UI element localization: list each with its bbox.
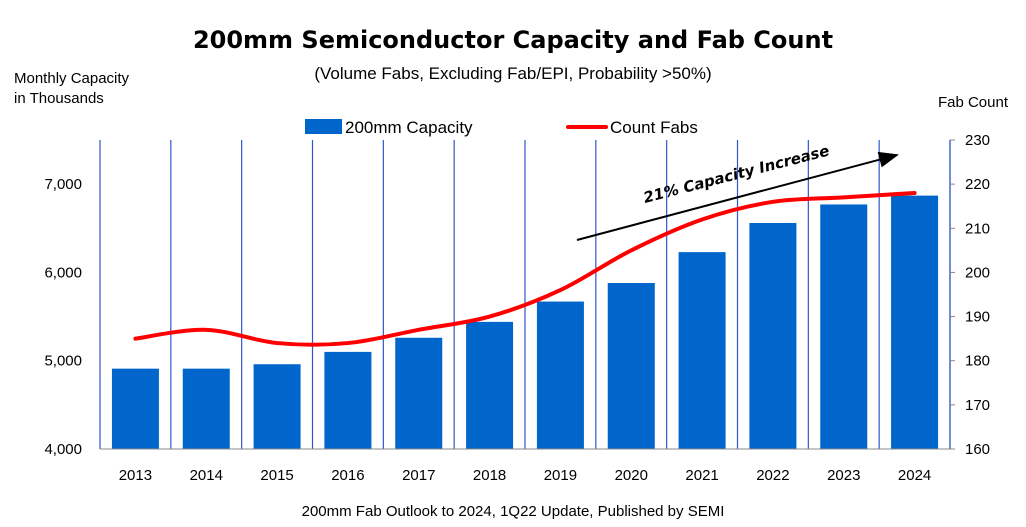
bar-2019 [536, 301, 584, 449]
x-tick-label: 2013 [119, 467, 152, 484]
y-tick-label-right: 220 [965, 176, 990, 193]
bar-series [111, 195, 939, 449]
bar-2013 [111, 368, 159, 449]
x-tick-label: 2016 [331, 467, 364, 484]
bar-2016 [324, 351, 372, 449]
legend-label-fabs: Count Fabs [610, 118, 698, 137]
x-tick-label: 2015 [260, 467, 293, 484]
x-tick-label: 2017 [402, 467, 435, 484]
y-tick-label-right: 180 [965, 353, 990, 370]
y-axis-right-label: Fab Count [937, 94, 1008, 111]
line-series [133, 190, 917, 347]
y-tick-label-right: 190 [965, 309, 990, 326]
y-tick-label-right: 210 [965, 220, 990, 237]
count-fabs-line [133, 190, 917, 347]
bar-2014 [182, 368, 230, 449]
bar-2022 [749, 222, 797, 449]
x-tick-label: 2018 [473, 467, 506, 484]
y-tick-label-right: 170 [965, 397, 990, 414]
x-tick-label: 2023 [827, 467, 860, 484]
x-tick-label: 2020 [615, 467, 648, 484]
bar-2021 [678, 252, 726, 449]
y-tick-label-left: 5,000 [44, 353, 82, 370]
y-axis-left-label: Monthly Capacity in Thousands [14, 69, 129, 109]
y-axis-left-label-line-2: in Thousands [14, 90, 104, 107]
x-tick-label: 2024 [898, 467, 931, 484]
legend: 200mm Capacity Count Fabs [305, 118, 698, 137]
legend-swatch-capacity [305, 119, 342, 134]
y-tick-label-left: 6,000 [44, 264, 82, 281]
y-tick-label-right: 230 [965, 132, 990, 149]
bar-2017 [395, 337, 443, 449]
bar-2024 [891, 195, 939, 449]
bar-2015 [253, 364, 301, 449]
chart-subtitle: (Volume Fabs, Excluding Fab/EPI, Probabi… [314, 64, 712, 83]
x-tick-label: 2022 [756, 467, 789, 484]
y-tick-label-right: 160 [965, 441, 990, 458]
y-tick-label-left: 7,000 [44, 176, 82, 193]
y-axis-left-label-line-1: Monthly Capacity [14, 70, 130, 87]
y-tick-label-left: 4,000 [44, 441, 82, 458]
chart-footer: 200mm Fab Outlook to 2024, 1Q22 Update, … [301, 503, 725, 520]
chart-title: 200mm Semiconductor Capacity and Fab Cou… [192, 26, 834, 54]
y-tick-label-right: 200 [965, 264, 990, 281]
annotation-arrow [576, 151, 899, 241]
x-tick-label: 2019 [544, 467, 577, 484]
bar-2023 [820, 204, 868, 449]
bar-2018 [466, 321, 514, 449]
bar-2020 [607, 283, 655, 449]
x-tick-label: 2021 [685, 467, 718, 484]
x-tick-label: 2014 [190, 467, 223, 484]
tick-labels: 2013 2014 2015 2016 2017 2018 2019 2020 2021 2022… [44, 132, 990, 484]
legend-label-capacity: 200mm Capacity [345, 118, 473, 137]
axes [100, 139, 955, 450]
